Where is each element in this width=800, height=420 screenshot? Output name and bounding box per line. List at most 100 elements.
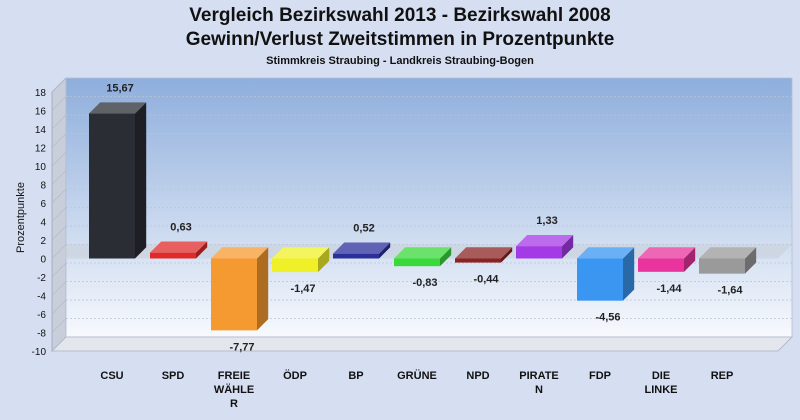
data-label: 0,52 — [353, 223, 374, 235]
bar-top — [516, 234, 574, 247]
data-label: -0,44 — [473, 274, 499, 286]
bar-front — [333, 253, 379, 259]
bar — [211, 247, 269, 331]
y-tick-label: 16 — [35, 107, 47, 118]
bar-side — [684, 247, 696, 272]
gridline-side — [51, 96, 67, 111]
x-tick-label: BP — [348, 370, 363, 382]
bar-front — [638, 258, 684, 272]
gridline-side — [51, 318, 67, 333]
gridline-side — [51, 188, 67, 204]
gridline-side — [51, 336, 67, 352]
y-tick-label: -6 — [37, 310, 46, 321]
gridline-side — [51, 133, 67, 148]
chart-subtitle: Stimmkreis Straubing - Landkreis Straubi… — [266, 55, 534, 67]
gridline-side — [51, 281, 67, 296]
bar — [89, 102, 147, 259]
gridline-side — [51, 77, 67, 93]
bar-side — [440, 247, 452, 267]
y-tick-label: -8 — [37, 329, 46, 340]
y-tick-label: 2 — [40, 236, 46, 247]
gridline-side — [51, 170, 67, 185]
y-tick-label: 0 — [40, 255, 46, 266]
x-tick-label: REP — [711, 370, 734, 382]
bar-front — [394, 258, 440, 267]
data-label: -1,47 — [290, 283, 315, 295]
data-label: -1,64 — [717, 285, 743, 297]
bar-side — [196, 241, 208, 259]
bar-front — [699, 258, 745, 274]
bar — [333, 242, 391, 259]
bar-front — [89, 113, 135, 259]
gridline-side — [51, 207, 67, 222]
gridline-side — [51, 151, 67, 167]
y-tick-label: 10 — [35, 162, 47, 173]
bar-top — [211, 247, 269, 259]
bar-side — [257, 247, 269, 331]
bar — [394, 247, 452, 267]
x-tick-label: FDP — [589, 370, 611, 382]
y-tick-label: 14 — [35, 125, 47, 136]
gridline-side — [51, 114, 67, 130]
x-tick-label: CSU — [100, 370, 123, 382]
gridline-side — [51, 244, 67, 259]
bar-side — [562, 234, 574, 259]
y-tick-label: 12 — [35, 144, 47, 155]
data-label: -1,44 — [656, 283, 682, 295]
data-label: -0,83 — [412, 277, 437, 289]
bar — [455, 247, 513, 263]
y-tick-label: 6 — [40, 199, 46, 210]
bar-top — [272, 247, 330, 259]
bar-side — [745, 247, 757, 274]
bar — [577, 247, 635, 301]
bar-front — [577, 258, 623, 301]
chart-title-line-2: Gewinn/Verlust Zweitstimmen in Prozentpu… — [185, 29, 615, 50]
x-tick-label: ÖDP — [283, 369, 307, 382]
bar-front — [272, 258, 318, 273]
bar-side — [379, 242, 391, 259]
bar — [699, 247, 757, 274]
data-label: -7,77 — [229, 341, 254, 353]
bar — [638, 247, 696, 272]
x-tick-label: SPD — [162, 370, 185, 382]
bar-front — [516, 246, 562, 259]
bar — [516, 234, 574, 259]
y-tick-label: 18 — [35, 88, 47, 99]
data-label: 0,63 — [170, 222, 191, 234]
bar-top — [455, 247, 513, 259]
x-tick-label: PIRATE N — [519, 370, 559, 396]
y-tick-label: 8 — [40, 181, 46, 192]
data-label: 1,33 — [536, 215, 557, 227]
bar-side — [318, 247, 330, 273]
chart-title: Vergleich Bezirkswahl 2013 - Bezirkswahl… — [189, 5, 611, 26]
gridline-side — [51, 299, 67, 315]
plot-floor — [51, 336, 793, 352]
y-tick-label: -2 — [37, 273, 46, 284]
bar-side — [135, 102, 147, 259]
bar-top — [150, 241, 208, 253]
y-tick-label: -10 — [32, 347, 47, 358]
bar-top — [394, 247, 452, 259]
bar-front — [455, 258, 501, 263]
x-tick-label: DIE LINKE — [645, 370, 678, 396]
bar-front — [211, 258, 257, 331]
bar-top — [699, 247, 757, 259]
x-tick-label: NPD — [466, 370, 489, 382]
x-tick-label: FREIE WÄHLE R — [214, 370, 254, 410]
y-tick-label: -4 — [37, 292, 46, 303]
bar — [150, 241, 208, 259]
bar-side — [623, 247, 635, 301]
data-label: -4,56 — [595, 312, 620, 324]
bar-front — [150, 252, 196, 259]
bar — [272, 247, 330, 273]
gridline-side — [51, 262, 67, 278]
data-label: 15,67 — [106, 83, 134, 95]
bar-side — [501, 247, 513, 263]
bar-top — [638, 247, 696, 259]
x-tick-label: GRÜNE — [397, 369, 437, 382]
bar-top — [577, 247, 635, 259]
bar-top — [89, 102, 147, 114]
bar-top — [333, 242, 391, 254]
y-tick-label: 4 — [40, 218, 46, 229]
